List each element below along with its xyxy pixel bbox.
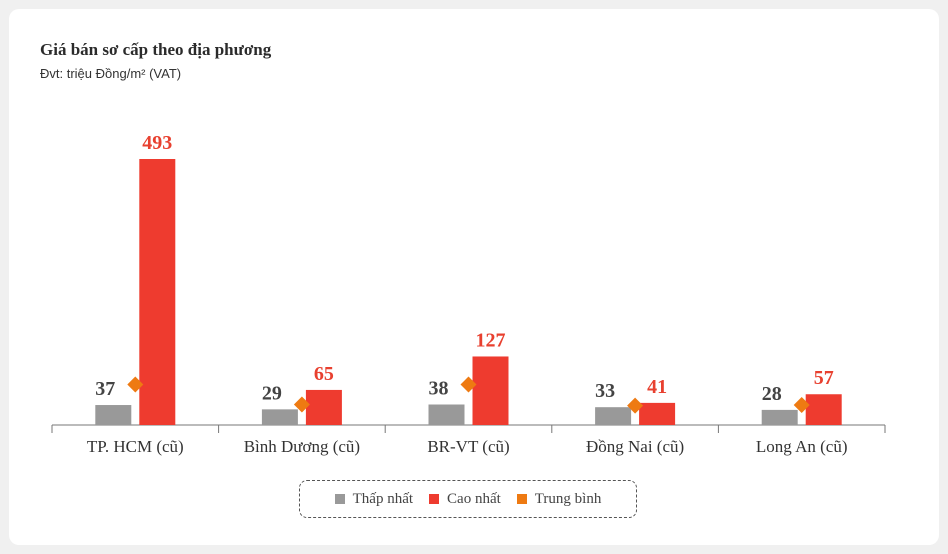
data-label-low: 33 xyxy=(595,380,615,402)
avg-marker xyxy=(627,397,644,414)
data-label-low: 29 xyxy=(262,382,282,404)
legend-label-avg: Trung bình xyxy=(534,490,602,507)
bar-high xyxy=(805,394,842,425)
x-tick-label: Đồng Nai (cũ) xyxy=(586,437,684,456)
bar-low xyxy=(428,404,465,425)
data-label-high: 65 xyxy=(314,363,334,385)
legend-label-low: Thấp nhất xyxy=(352,490,414,507)
bar-low xyxy=(595,407,632,425)
data-label-low: 28 xyxy=(762,383,782,405)
x-tick-label: TP. HCM (cũ) xyxy=(87,437,184,456)
legend-swatch-avg xyxy=(516,494,527,504)
legend-swatch-high xyxy=(429,494,440,504)
legend-item-high: Cao nhất xyxy=(429,491,501,508)
bar-high xyxy=(639,402,676,425)
bar-high xyxy=(139,159,176,425)
chart-title: Giá bán sơ cấp theo địa phương xyxy=(40,40,272,59)
data-label-high: 127 xyxy=(476,329,506,351)
data-label-high: 41 xyxy=(647,376,667,398)
x-tick-label: Bình Dương (cũ) xyxy=(244,437,360,456)
bar-high xyxy=(305,389,342,425)
avg-marker xyxy=(293,396,310,413)
data-label-low: 38 xyxy=(429,377,449,399)
avg-marker xyxy=(460,376,477,393)
legend-label-high: Cao nhất xyxy=(447,490,501,507)
legend-swatch-low xyxy=(334,494,345,504)
bar-high xyxy=(472,356,509,425)
data-label-high: 57 xyxy=(814,367,834,389)
bar-low xyxy=(95,405,132,425)
avg-marker xyxy=(127,376,144,393)
bar-low xyxy=(761,409,798,425)
legend-item-low: Thấp nhất xyxy=(334,490,414,508)
data-label-low: 37 xyxy=(95,378,115,400)
x-tick-label: Long An (cũ) xyxy=(756,437,848,456)
chart-subtitle: Đvt: triệu Đồng/m² (VAT) xyxy=(40,66,182,81)
chart-legend: Thấp nhất Cao nhất Trung bình xyxy=(299,480,637,518)
x-tick-label: BR-VT (cũ) xyxy=(427,437,509,456)
legend-item-avg: Trung bình xyxy=(516,490,602,508)
bar-low xyxy=(261,409,298,425)
avg-marker xyxy=(793,397,810,414)
data-label-high: 493 xyxy=(142,132,172,154)
